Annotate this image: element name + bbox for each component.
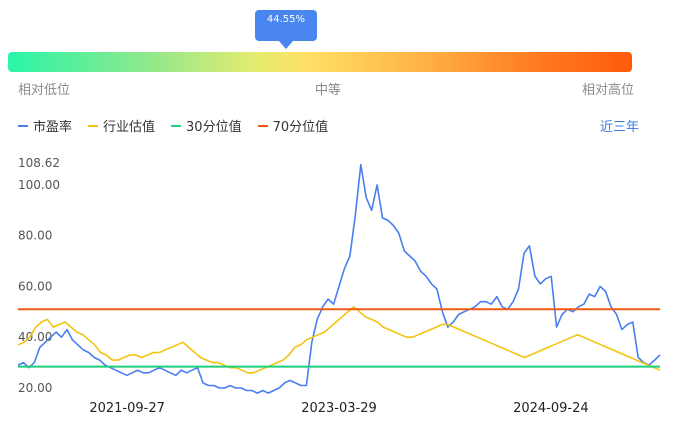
y-tick-label: 108.62	[18, 156, 60, 170]
legend-swatch-pe	[18, 124, 28, 127]
chart-legend: 市盈率 行业估值 30分位值 70分位值	[18, 116, 328, 135]
legend-swatch-p70	[257, 124, 268, 127]
series-line-industry	[17, 305, 661, 374]
percentile-gradient-bar	[8, 52, 632, 72]
scale-label-high: 相对高位	[582, 83, 635, 98]
legend-item-industry[interactable]: 行业估值	[88, 116, 155, 135]
legend-label-industry: 行业估值	[103, 120, 156, 135]
legend-label-p30: 30分位值	[186, 120, 242, 135]
x-tick-label: 2024-09-24	[513, 401, 589, 416]
series-line-pe	[17, 163, 661, 394]
legend-item-pe[interactable]: 市盈率	[18, 116, 72, 135]
x-tick-label: 2021-09-27	[89, 401, 165, 416]
x-tick-label: 2023-03-29	[301, 401, 377, 416]
scale-label-mid: 中等	[315, 83, 342, 98]
y-tick-label: 80.00	[18, 229, 52, 243]
legend-item-p30[interactable]: 30分位值	[171, 116, 242, 135]
y-tick-label: 60.00	[18, 279, 52, 293]
percentile-value: 44.55%	[266, 14, 306, 25]
legend-swatch-industry	[88, 124, 99, 127]
legend-swatch-p30	[171, 124, 182, 127]
percentile-bubble: 44.55%	[254, 10, 317, 49]
legend-label-p70: 70分位值	[272, 120, 329, 135]
y-tick-label: 20.00	[18, 381, 52, 395]
scale-label-low: 相对低位	[18, 83, 71, 98]
y-tick-label: 100.00	[18, 178, 60, 192]
legend-item-p70[interactable]: 70分位值	[257, 116, 329, 135]
legend-label-pe: 市盈率	[33, 120, 73, 135]
period-selector-3y[interactable]: 近三年	[600, 120, 640, 135]
